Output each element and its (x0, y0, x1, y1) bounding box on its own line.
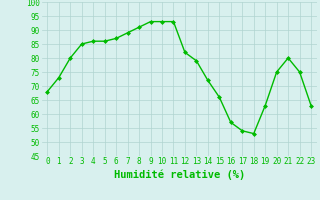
X-axis label: Humidité relative (%): Humidité relative (%) (114, 169, 245, 180)
